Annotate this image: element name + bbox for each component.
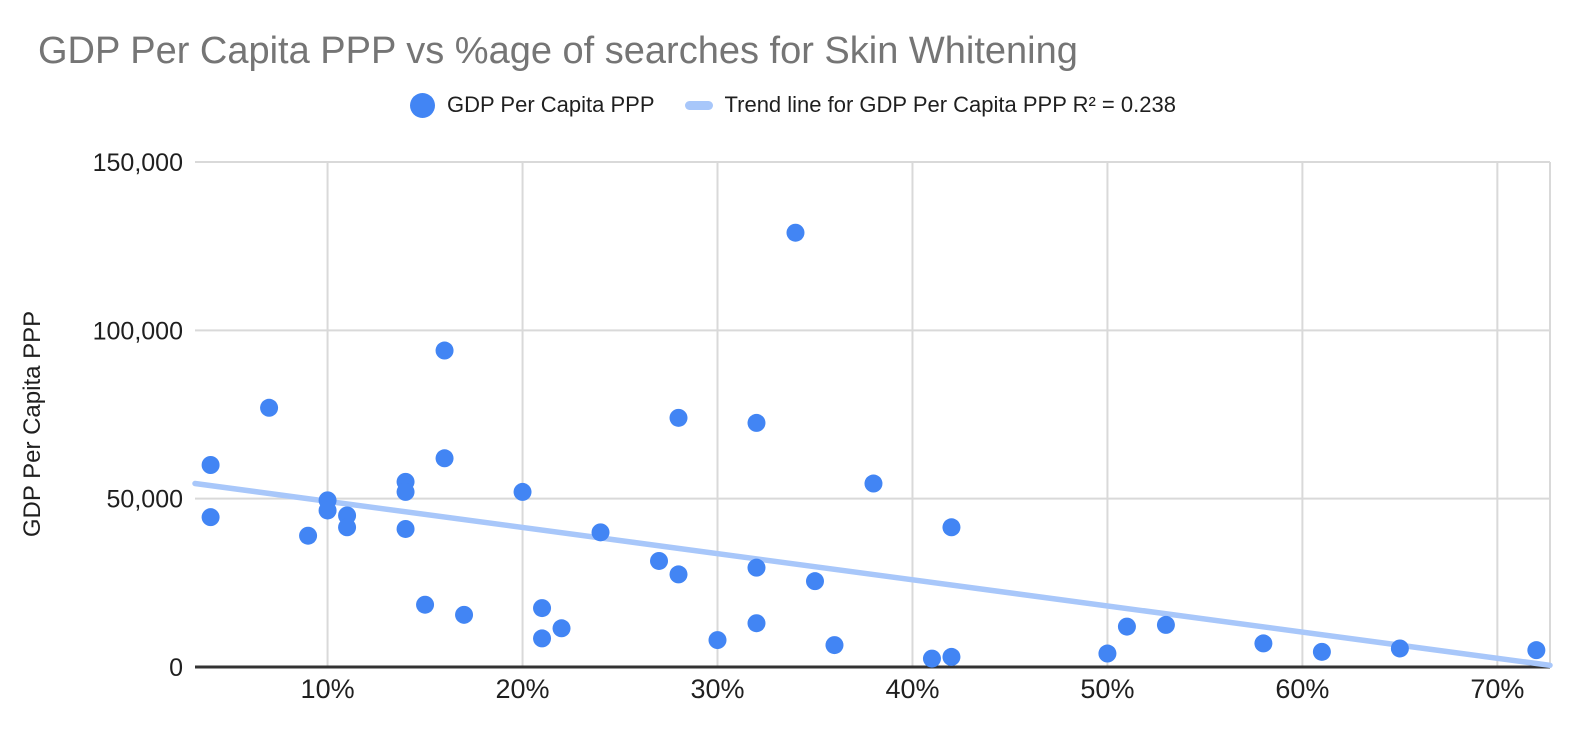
data-point[interactable] xyxy=(416,595,435,614)
x-tick-label: 10% xyxy=(301,674,355,704)
x-tick-label: 70% xyxy=(1470,674,1524,704)
data-point[interactable] xyxy=(942,518,961,537)
data-point[interactable] xyxy=(1117,617,1136,636)
data-point[interactable] xyxy=(533,599,552,618)
data-point[interactable] xyxy=(786,223,805,242)
data-point[interactable] xyxy=(864,474,883,493)
x-tick-label: 60% xyxy=(1275,674,1329,704)
x-tick-label: 20% xyxy=(496,674,550,704)
data-point[interactable] xyxy=(1156,615,1175,634)
data-point[interactable] xyxy=(318,501,337,520)
trend-line[interactable] xyxy=(192,480,1553,669)
data-point[interactable] xyxy=(805,572,824,591)
data-point[interactable] xyxy=(747,558,766,577)
x-tick-label: 30% xyxy=(690,674,744,704)
data-point[interactable] xyxy=(435,341,454,360)
legend-trendline-label: Trend line for GDP Per Capita PPP R² = 0… xyxy=(724,92,1176,117)
data-point[interactable] xyxy=(669,408,688,427)
data-point[interactable] xyxy=(669,565,688,584)
chart-title: GDP Per Capita PPP vs %age of searches f… xyxy=(38,30,1078,72)
data-point[interactable] xyxy=(1312,642,1331,661)
y-tick-label: 100,000 xyxy=(93,317,183,345)
y-tick-label: 50,000 xyxy=(107,486,183,514)
y-tick-label: 0 xyxy=(169,654,183,682)
series-point-icon xyxy=(410,92,436,118)
data-point[interactable] xyxy=(201,508,220,527)
data-point[interactable] xyxy=(1390,639,1409,658)
legend: GDP Per Capita PPP Trend line for GDP Pe… xyxy=(0,92,1586,118)
data-point[interactable] xyxy=(942,647,961,666)
data-point[interactable] xyxy=(513,482,532,501)
data-point[interactable] xyxy=(747,614,766,633)
data-point[interactable] xyxy=(299,526,318,545)
data-point[interactable] xyxy=(922,649,941,668)
data-point[interactable] xyxy=(1527,641,1546,660)
data-point[interactable] xyxy=(455,605,474,624)
data-point[interactable] xyxy=(552,619,571,638)
data-point[interactable] xyxy=(747,413,766,432)
trend-line-icon xyxy=(684,100,713,110)
data-point[interactable] xyxy=(338,518,357,537)
y-axis-title: GDP Per Capita PPP xyxy=(19,311,46,537)
data-point[interactable] xyxy=(1254,634,1273,653)
data-point[interactable] xyxy=(650,551,669,570)
data-point[interactable] xyxy=(533,629,552,648)
x-tick-label: 40% xyxy=(885,674,939,704)
legend-series-label: GDP Per Capita PPP xyxy=(447,92,655,117)
data-point[interactable] xyxy=(435,449,454,468)
y-tick-label: 150,000 xyxy=(93,149,183,177)
legend-item-trendline[interactable]: Trend line for GDP Per Capita PPP R² = 0… xyxy=(684,92,1176,118)
data-point[interactable] xyxy=(396,519,415,538)
x-tick-label: 50% xyxy=(1080,674,1134,704)
data-point[interactable] xyxy=(260,398,279,417)
data-point[interactable] xyxy=(708,631,727,650)
legend-item-series[interactable]: GDP Per Capita PPP xyxy=(410,92,655,118)
data-point[interactable] xyxy=(825,636,844,655)
data-point[interactable] xyxy=(591,523,610,542)
data-point[interactable] xyxy=(201,456,220,474)
data-point[interactable] xyxy=(396,482,415,501)
data-point[interactable] xyxy=(1098,644,1117,663)
